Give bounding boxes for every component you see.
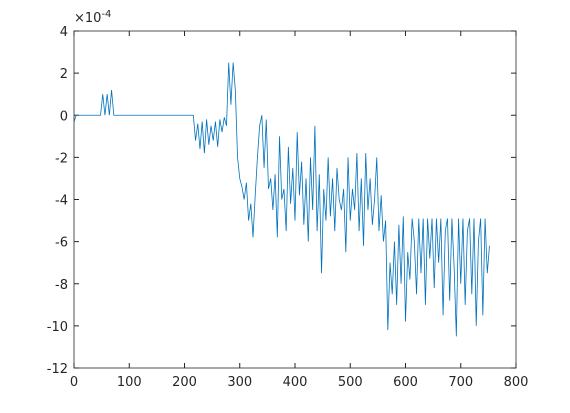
x-tick-label: 300	[227, 375, 252, 390]
plot-area	[74, 31, 516, 368]
x-tick-label: 600	[393, 375, 418, 390]
axes-box	[73, 30, 517, 369]
y-tick-label: -10	[47, 320, 68, 335]
x-tick-label: 700	[448, 375, 473, 390]
y-tick-label: -4	[55, 194, 68, 209]
data-line	[73, 62, 490, 337]
y-tick-label: -8	[55, 278, 68, 293]
y-tick-label: 4	[60, 25, 68, 40]
y-multiplier: ×10	[74, 11, 101, 26]
x-tick-label: 800	[504, 375, 529, 390]
x-tick-label: 500	[338, 375, 363, 390]
y-tick-label: -12	[47, 362, 68, 377]
x-tick-label: 200	[172, 375, 197, 390]
y-tick-label: -6	[55, 236, 68, 251]
y-tick-label: 2	[60, 67, 68, 82]
x-tick-label: 400	[283, 375, 308, 390]
y-exponent: ×10-4	[74, 9, 111, 26]
y-exponent-value: -4	[101, 9, 111, 20]
x-tick-label: 0	[70, 375, 78, 390]
y-tick-label: 0	[60, 109, 68, 124]
y-tick-label: -2	[55, 151, 68, 166]
x-tick-label: 100	[117, 375, 142, 390]
